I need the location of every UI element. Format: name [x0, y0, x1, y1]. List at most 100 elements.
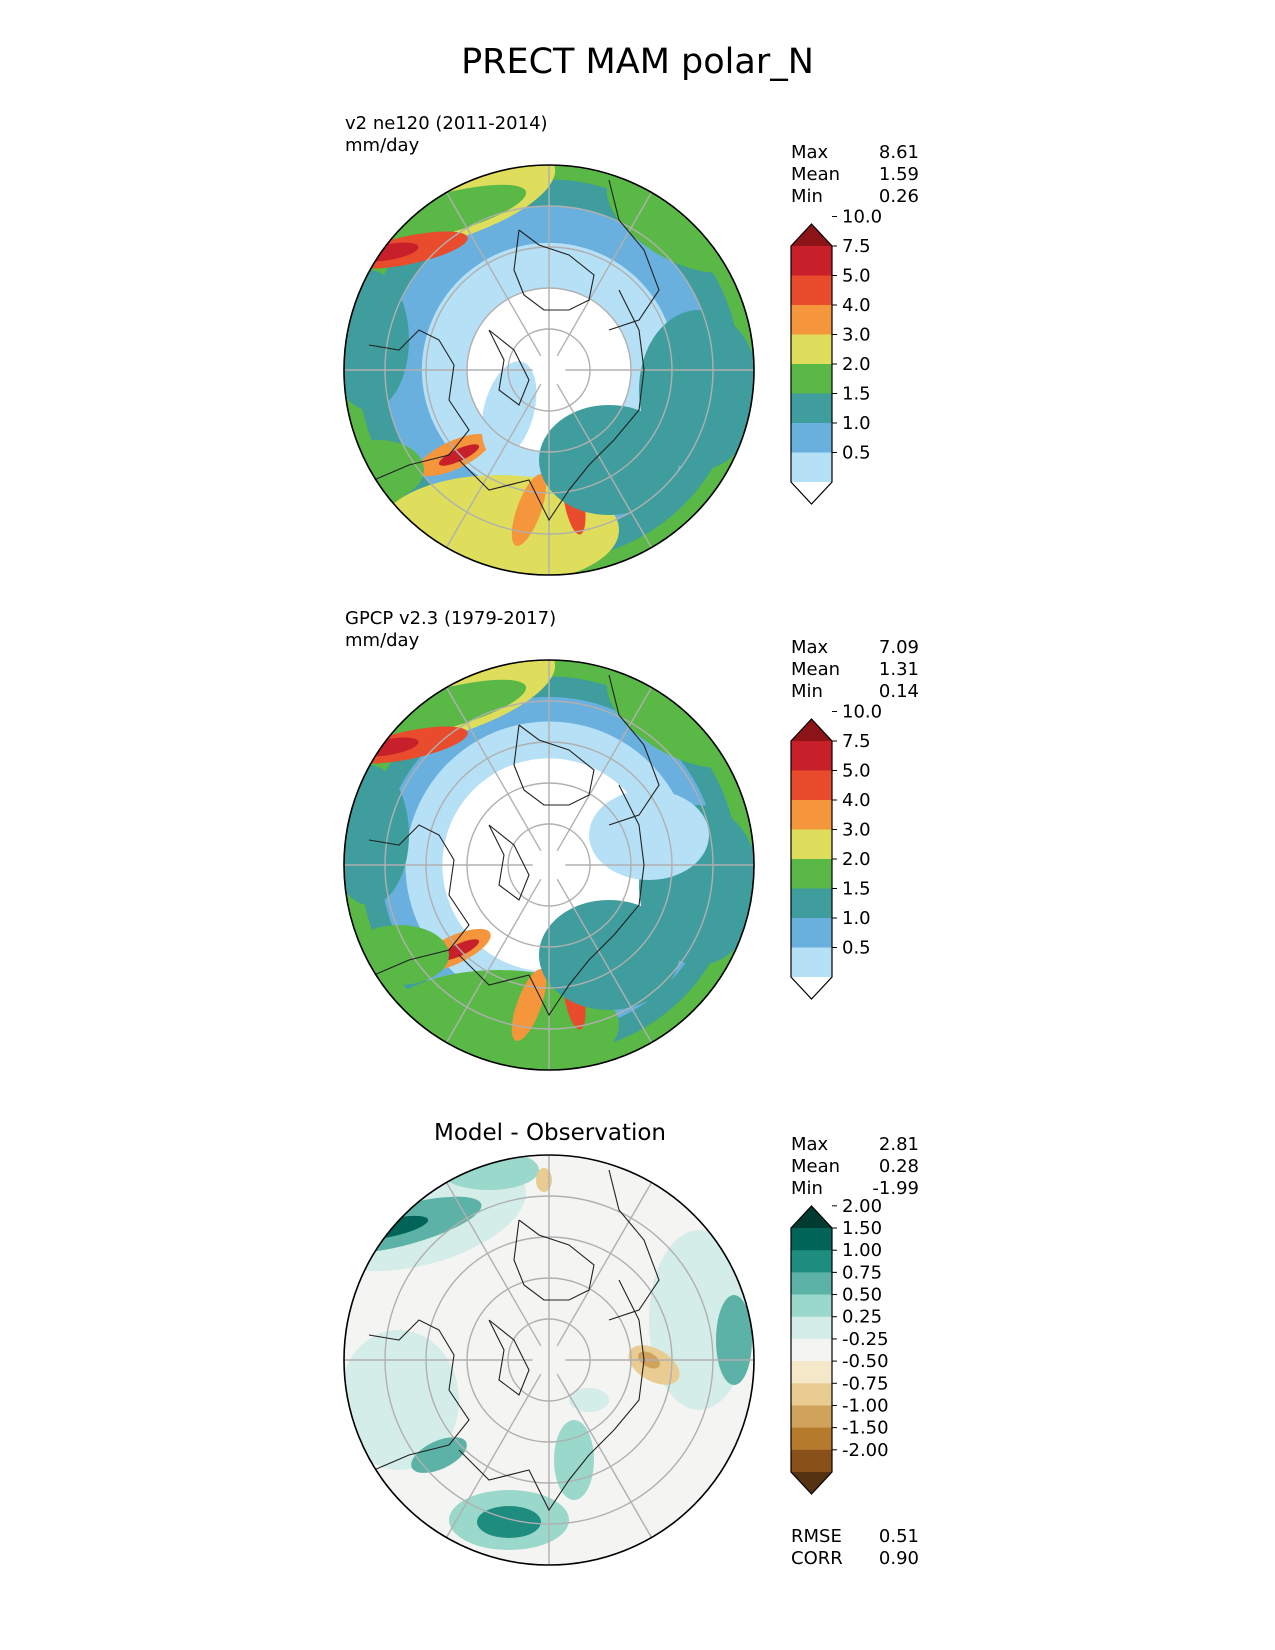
colorbar-tick-label: 0.75 [842, 1262, 882, 1283]
colorbar-tick-label: 1.5 [842, 384, 871, 405]
colorbar-tick-label: 1.00 [842, 1240, 882, 1261]
coastline [458, 289, 645, 522]
colorbar-2: 0.5 1.0 1.5 2.0 3.0 4.0 5.0 7.5 10.0 [790, 702, 882, 1000]
precip-blob [569, 1388, 609, 1412]
stat-name: Mean [791, 164, 841, 185]
stat-name: Min [791, 186, 823, 207]
colorbar-tick-label: 3.0 [842, 325, 871, 346]
precip-blob [539, 405, 679, 515]
stat-row: Mean 1.31 [791, 659, 919, 681]
precip-blob [536, 1168, 552, 1192]
stat-value: 8.61 [878, 142, 919, 163]
coastline [513, 229, 595, 311]
colorbar-tick-label: 4.0 [842, 790, 871, 811]
colorbar-tick-label: 7.5 [842, 731, 871, 752]
stat-name: Min [791, 681, 823, 702]
colorbar-tick-label: 3.0 [842, 820, 871, 841]
coastline [458, 784, 645, 1017]
precip-blob [344, 440, 424, 500]
panel3-stats: Max 2.81 Mean 0.28 Min -1.99 [791, 1134, 919, 1200]
colorbar-segment [791, 423, 832, 453]
colorbar-segment [791, 1228, 832, 1251]
colorbar-segment [791, 452, 832, 483]
colorbar-segment [791, 305, 832, 335]
colorbar-1: 0.5 1.0 1.5 2.0 3.0 4.0 5.0 7.5 10.0 [790, 207, 882, 505]
colorbar-tick-label: -2.00 [842, 1440, 889, 1461]
coastline [488, 1319, 530, 1396]
colorbar-segment [791, 1272, 832, 1296]
coastline [458, 1279, 645, 1512]
colorbar-segment [791, 770, 832, 801]
map-border [343, 659, 755, 1071]
colorbar-tick-label: 10.0 [842, 207, 882, 228]
meridian-gridline [556, 687, 653, 852]
colorbar-segment [791, 1338, 832, 1362]
stat-value: -1.99 [872, 1178, 919, 1199]
figure-title: PRECT MAM polar_N [461, 42, 814, 82]
coastline [608, 1169, 660, 1321]
map-field [344, 1155, 754, 1565]
colorbar-extend-max [791, 719, 832, 741]
colorbar-extend-max [791, 224, 832, 246]
precip-blob [716, 1295, 752, 1385]
colorbar-segment [791, 888, 832, 919]
stat-name: RMSE [791, 1526, 842, 1547]
map-border [343, 164, 755, 576]
colorbar-tick-label: 1.0 [842, 413, 871, 434]
coastline [513, 1219, 595, 1301]
stat-name: Min [791, 1178, 823, 1199]
colorbar-segment [791, 1361, 832, 1384]
polar-map-2 [343, 659, 755, 1071]
colorbar-segment [791, 1250, 832, 1273]
stat-value: 2.81 [878, 1134, 919, 1155]
colorbar-segment [791, 918, 832, 948]
colorbar-outline [790, 1205, 833, 1495]
colorbar-tick-label: 1.0 [842, 908, 871, 929]
colorbar-tick-label: 1.5 [842, 879, 871, 900]
meridian-gridline [445, 687, 542, 852]
stat-row: CORR 0.90 [791, 1548, 919, 1570]
precip-blob [539, 900, 679, 1010]
polar-map-1 [343, 164, 755, 576]
colorbar-tick-label: 5.0 [842, 761, 871, 782]
colorbar-extend-min [791, 482, 832, 504]
stat-row: RMSE 0.51 [791, 1526, 919, 1548]
map-field [344, 660, 754, 1070]
map-border [343, 1154, 755, 1566]
colorbar-tick-label: -1.50 [842, 1418, 889, 1439]
colorbar-segment [791, 1316, 832, 1340]
stat-value: 1.59 [878, 164, 919, 185]
precip-blob [589, 790, 709, 880]
coastline [368, 329, 470, 481]
meridian-gridline [556, 1182, 653, 1347]
stat-value: 7.09 [878, 637, 919, 658]
meridian-gridline [445, 1182, 542, 1347]
colorbar-tick-label: 0.5 [842, 443, 871, 464]
colorbar-segment [791, 800, 832, 830]
meridian-gridline [445, 1373, 542, 1538]
coastline [608, 179, 660, 331]
precip-blob [349, 925, 449, 985]
map-field [344, 165, 754, 575]
colorbar-tick-label: 5.0 [842, 266, 871, 287]
colorbar-segment [791, 1427, 832, 1451]
stat-row: Max 2.81 [791, 1134, 919, 1156]
precip-blob [344, 1330, 459, 1470]
stat-value: 0.26 [878, 186, 919, 207]
meridian-gridline [556, 192, 653, 357]
colorbar-segment [791, 393, 832, 424]
colorbar-segment [791, 275, 832, 306]
colorbar-segment [791, 246, 832, 276]
colorbar-tick-label: 7.5 [842, 236, 871, 257]
panel3-footer-stats: RMSE 0.51 CORR 0.90 [791, 1526, 919, 1570]
colorbar-tick-label: 10.0 [842, 702, 882, 723]
colorbar-extend-max [791, 1206, 832, 1228]
colorbar-segment [791, 741, 832, 771]
colorbar-segment [791, 947, 832, 978]
stat-name: CORR [791, 1548, 843, 1569]
stat-value: 0.28 [878, 1156, 919, 1177]
stat-row: Max 8.61 [791, 142, 919, 164]
coastline [488, 329, 530, 406]
coastline [513, 724, 595, 806]
